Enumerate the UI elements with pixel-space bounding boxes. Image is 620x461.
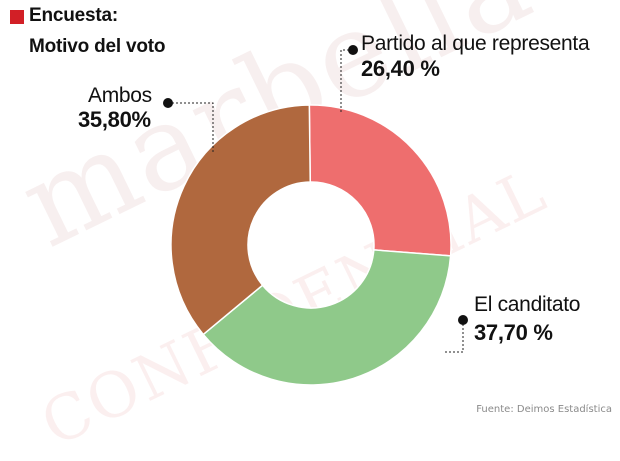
leader-dot-candidato <box>458 315 468 325</box>
source-note: Fuente: Deimos Estadística <box>476 404 612 415</box>
chart-title: Encuesta: <box>29 5 119 26</box>
donut-chart <box>163 45 468 386</box>
slice-label-candidato: El canditato <box>474 293 581 316</box>
slice-candidato <box>202 249 452 386</box>
leader-line-candidato <box>444 320 464 353</box>
chart-subtitle: Motivo del voto <box>29 36 166 57</box>
leader-line-ambos <box>168 102 214 154</box>
leader-dot-partido <box>348 45 358 55</box>
slice-value-partido: 26,40 % <box>361 56 440 81</box>
title-marker-square <box>10 10 24 24</box>
leader-dot-ambos <box>163 98 173 108</box>
slice-value-candidato: 37,70 % <box>474 320 553 345</box>
slice-label-partido: Partido al que representa <box>361 32 590 55</box>
slice-partido <box>308 104 452 257</box>
slice-value-ambos: 35,80% <box>78 107 151 132</box>
slice-ambos <box>170 104 312 336</box>
slice-label-ambos: Ambos <box>88 84 152 107</box>
leader-line-partido <box>340 49 353 113</box>
